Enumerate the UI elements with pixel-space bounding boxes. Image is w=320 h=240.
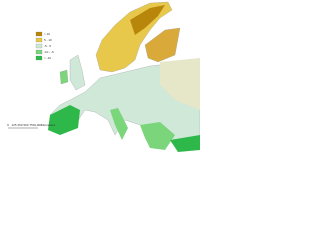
legend-swatch <box>35 31 43 37</box>
legend-swatch <box>35 43 43 49</box>
italy <box>110 108 128 140</box>
scale-unit: Kilometers <box>41 123 56 127</box>
map: > 10 5 - 10 -5 - 5 -10 - -5 < -10 0 125 250 500… <box>0 0 201 167</box>
scale-tick-label: 500 <box>23 123 28 127</box>
legend-label: > 10 <box>44 32 50 36</box>
scale-tick-label: 250 <box>17 123 22 127</box>
legend-label: < -10 <box>44 56 51 60</box>
legend-swatch <box>35 37 43 43</box>
finland <box>144 27 181 63</box>
legend: > 10 5 - 10 -5 - 5 -10 - -5 < -10 <box>35 31 54 61</box>
turkey <box>170 135 200 152</box>
balkans <box>140 122 175 150</box>
legend-label: 5 - 10 <box>44 38 52 42</box>
legend-label: -5 - 5 <box>44 44 51 48</box>
page: {"legend": {"items": [ {"label": "> 10",… <box>0 0 201 167</box>
east-region <box>160 58 200 110</box>
scale-tick-label: 750 <box>29 123 34 127</box>
north-region <box>130 5 165 35</box>
iberia <box>48 105 80 135</box>
scale-tick-label: 125 <box>11 123 16 127</box>
legend-label: -10 - -5 <box>44 50 54 54</box>
britain <box>69 54 86 91</box>
legend-swatch <box>35 49 43 55</box>
scale-tick-label: 0 <box>7 123 9 127</box>
legend-swatch <box>35 55 43 61</box>
scale-tick-label: 1,000 <box>34 123 42 127</box>
scale-bar: 0 125 250 500 750 1,000 Kilometers <box>7 123 56 129</box>
ireland <box>59 69 69 85</box>
